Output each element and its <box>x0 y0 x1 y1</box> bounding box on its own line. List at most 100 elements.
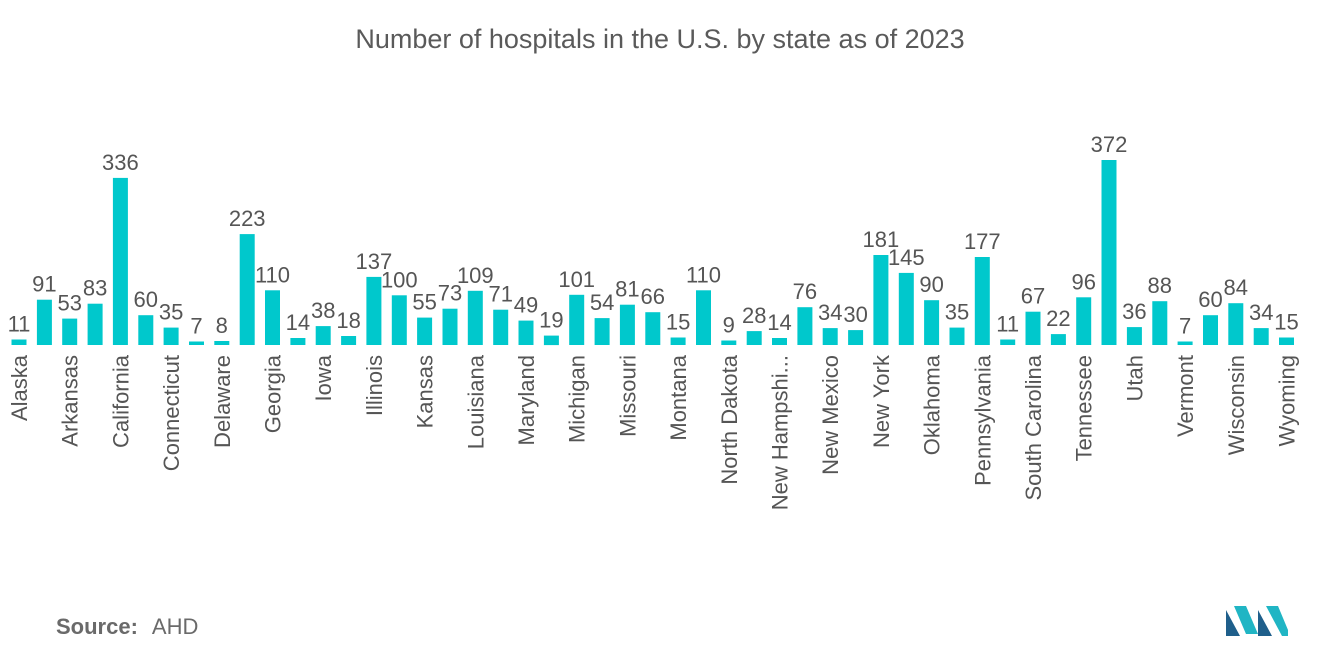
data-label: 60 <box>134 287 158 312</box>
data-label: 67 <box>1021 284 1045 309</box>
x-tick-label: South Carolina <box>1021 354 1046 500</box>
bar-rhode-island <box>1000 339 1016 345</box>
data-label: 36 <box>1122 299 1146 324</box>
source-line: Source: AHD <box>56 614 198 640</box>
data-label: 60 <box>1198 287 1222 312</box>
x-tick-label: Oklahoma <box>920 354 945 455</box>
data-label: 137 <box>356 249 393 274</box>
bar-district-of-columbia <box>189 341 204 345</box>
bar-maryland <box>518 320 534 345</box>
logo-mid-facet <box>1234 606 1258 634</box>
x-tick-label: Illinois <box>362 355 387 416</box>
data-label: 49 <box>514 293 538 318</box>
data-label: 73 <box>438 281 462 306</box>
bar-minnesota <box>594 318 610 345</box>
bar-new-york <box>873 255 889 345</box>
data-label: 35 <box>945 300 969 325</box>
data-label: 145 <box>888 245 925 270</box>
data-label: 34 <box>1249 300 1273 325</box>
data-label: 38 <box>311 298 335 323</box>
data-label: 7 <box>1179 314 1191 339</box>
bar-connecticut <box>163 327 179 345</box>
bar-idaho <box>341 336 357 345</box>
bar-wyoming <box>1279 337 1294 345</box>
bar-new-hampshire <box>772 338 787 345</box>
data-label: 15 <box>666 310 690 335</box>
data-label: 90 <box>919 272 943 297</box>
x-tick-label: Georgia <box>261 354 286 433</box>
data-label: 372 <box>1091 132 1128 157</box>
bar-california <box>112 177 128 345</box>
data-label: 71 <box>488 282 512 307</box>
x-tick-label: Missouri <box>615 355 640 437</box>
brand-logo <box>1226 606 1288 636</box>
data-label: 76 <box>793 279 817 304</box>
bar-new-mexico <box>822 328 838 345</box>
bar-new-jersey <box>797 307 813 345</box>
chart-title: Number of hospitals in the U.S. by state… <box>355 24 965 54</box>
x-tick-label: Arkansas <box>58 355 83 447</box>
data-label: 91 <box>32 272 56 297</box>
x-tick-label: New York <box>869 354 894 448</box>
bar-vermont <box>1177 341 1193 345</box>
x-tick-label: New Mexico <box>818 355 843 475</box>
data-label: 83 <box>83 276 107 301</box>
data-label: 66 <box>641 284 665 309</box>
bar-south-dakota <box>1050 334 1066 345</box>
bar-indiana <box>391 295 407 345</box>
x-tick-label: Iowa <box>311 354 336 401</box>
bar-arizona <box>87 303 103 345</box>
bar-iowa <box>315 326 331 345</box>
bar-north-dakota <box>721 340 737 345</box>
data-label: 35 <box>159 300 183 325</box>
data-label: 181 <box>863 227 900 252</box>
data-label: 53 <box>57 291 81 316</box>
bar-kansas <box>417 317 433 345</box>
data-label: 34 <box>818 300 842 325</box>
data-label: 100 <box>381 267 418 292</box>
bar-ohio <box>898 272 914 345</box>
bar-colorado <box>138 315 154 345</box>
bar-south-carolina <box>1025 311 1041 345</box>
x-tick-label: California <box>108 354 133 448</box>
data-label: 19 <box>539 308 563 333</box>
data-label: 223 <box>229 206 266 231</box>
data-label: 55 <box>412 290 436 315</box>
bar-oregon <box>949 327 965 345</box>
data-label: 110 <box>255 262 290 287</box>
bar-utah <box>1126 327 1142 345</box>
bar-west-virginia <box>1253 328 1269 345</box>
logo-right-facet <box>1258 610 1272 636</box>
data-label: 84 <box>1224 275 1248 300</box>
bar-pennsylvania <box>974 257 990 345</box>
data-label: 22 <box>1046 306 1070 331</box>
bar-mississippi <box>645 312 661 345</box>
bar-montana <box>670 337 686 345</box>
data-label: 15 <box>1274 310 1298 335</box>
bar-oklahoma <box>924 300 940 345</box>
x-tick-label: Michigan <box>565 355 590 443</box>
data-label: 109 <box>457 263 494 288</box>
data-label: 110 <box>686 262 721 287</box>
x-tick-label: Utah <box>1122 355 1147 401</box>
bar-michigan <box>569 294 585 345</box>
bar-virginia <box>1152 301 1168 345</box>
x-tick-label: Montana <box>666 354 691 440</box>
data-label: 8 <box>216 313 228 338</box>
bar-missouri <box>619 304 635 345</box>
data-label: 14 <box>767 310 791 335</box>
bar-alabama <box>36 299 52 345</box>
x-tick-label: Maryland <box>514 355 539 445</box>
logo-end-facet <box>1266 606 1288 636</box>
bar-tennessee <box>1076 297 1092 345</box>
x-tick-label: Connecticut <box>159 355 184 471</box>
data-label: 28 <box>742 303 766 328</box>
bar-alaska <box>11 339 27 345</box>
bar-wisconsin <box>1228 303 1244 345</box>
bar-georgia <box>265 290 280 345</box>
bar-nevada <box>848 330 864 345</box>
bar-maine <box>543 335 559 346</box>
bar-louisiana <box>467 290 483 345</box>
x-tick-label: Pennsylvania <box>970 354 995 486</box>
x-tick-label: New Hampshi... <box>768 355 793 510</box>
